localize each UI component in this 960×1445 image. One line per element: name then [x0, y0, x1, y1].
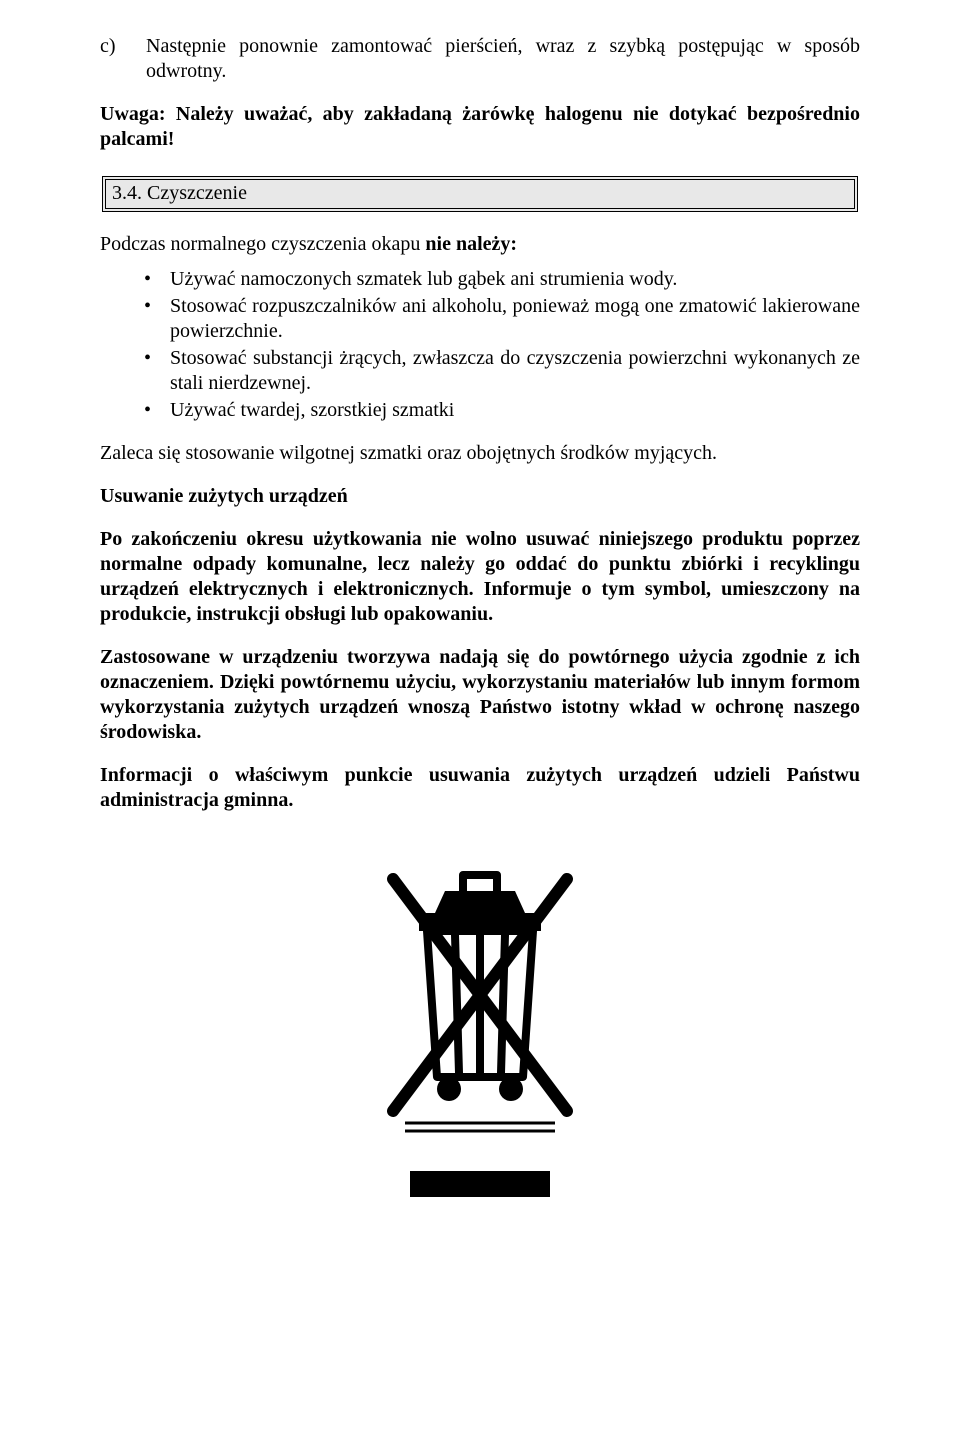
list-item: Stosować rozpuszczalników ani alkoholu, … [144, 294, 860, 344]
footer-black-bar [410, 1171, 550, 1197]
cleaning-intro: Podczas normalnego czyszczenia okapu nie… [100, 232, 860, 257]
list-item-c: c) Następnie ponownie zamontować pierści… [100, 34, 860, 84]
disposal-paragraph-1: Po zakończeniu okresu użytkowania nie wo… [100, 527, 860, 627]
list-item: Używać twardej, szorstkiej szmatki [144, 398, 860, 423]
warning-text: Uwaga: Należy uważać, aby zakładaną żaró… [100, 102, 860, 152]
list-text-c: Następnie ponownie zamontować pierścień,… [146, 34, 860, 84]
list-marker-c: c) [100, 34, 128, 59]
list-item: Używać namoczonych szmatek lub gąbek ani… [144, 267, 860, 292]
weee-symbol-container [100, 851, 860, 1141]
cleaning-intro-text: Podczas normalnego czyszczenia okapu [100, 233, 425, 255]
document-page: c) Następnie ponownie zamontować pierści… [0, 0, 960, 1445]
footer-black-bar-container [100, 1171, 860, 1197]
disposal-heading: Usuwanie zużytych urządzeń [100, 484, 860, 509]
recommendation-text: Zaleca się stosowanie wilgotnej szmatki … [100, 441, 860, 466]
section-number: 3.4. [112, 182, 142, 204]
section-heading-3-4: 3.4. Czyszczenie [100, 174, 860, 214]
weee-crossed-bin-icon [375, 851, 585, 1141]
disposal-paragraph-3: Informacji o właściwym punkcie usuwania … [100, 763, 860, 813]
cleaning-intro-bold: nie należy: [425, 233, 517, 255]
section-heading-inner-border: 3.4. Czyszczenie [105, 179, 855, 209]
disposal-paragraph-2: Zastosowane w urządzeniu tworzywa nadają… [100, 645, 860, 745]
section-title: Czyszczenie [147, 182, 247, 204]
list-item: Stosować substancji żrących, zwłaszcza d… [144, 346, 860, 396]
cleaning-donot-list: Używać namoczonych szmatek lub gąbek ani… [100, 267, 860, 423]
section-heading-outer-border: 3.4. Czyszczenie [102, 176, 858, 212]
